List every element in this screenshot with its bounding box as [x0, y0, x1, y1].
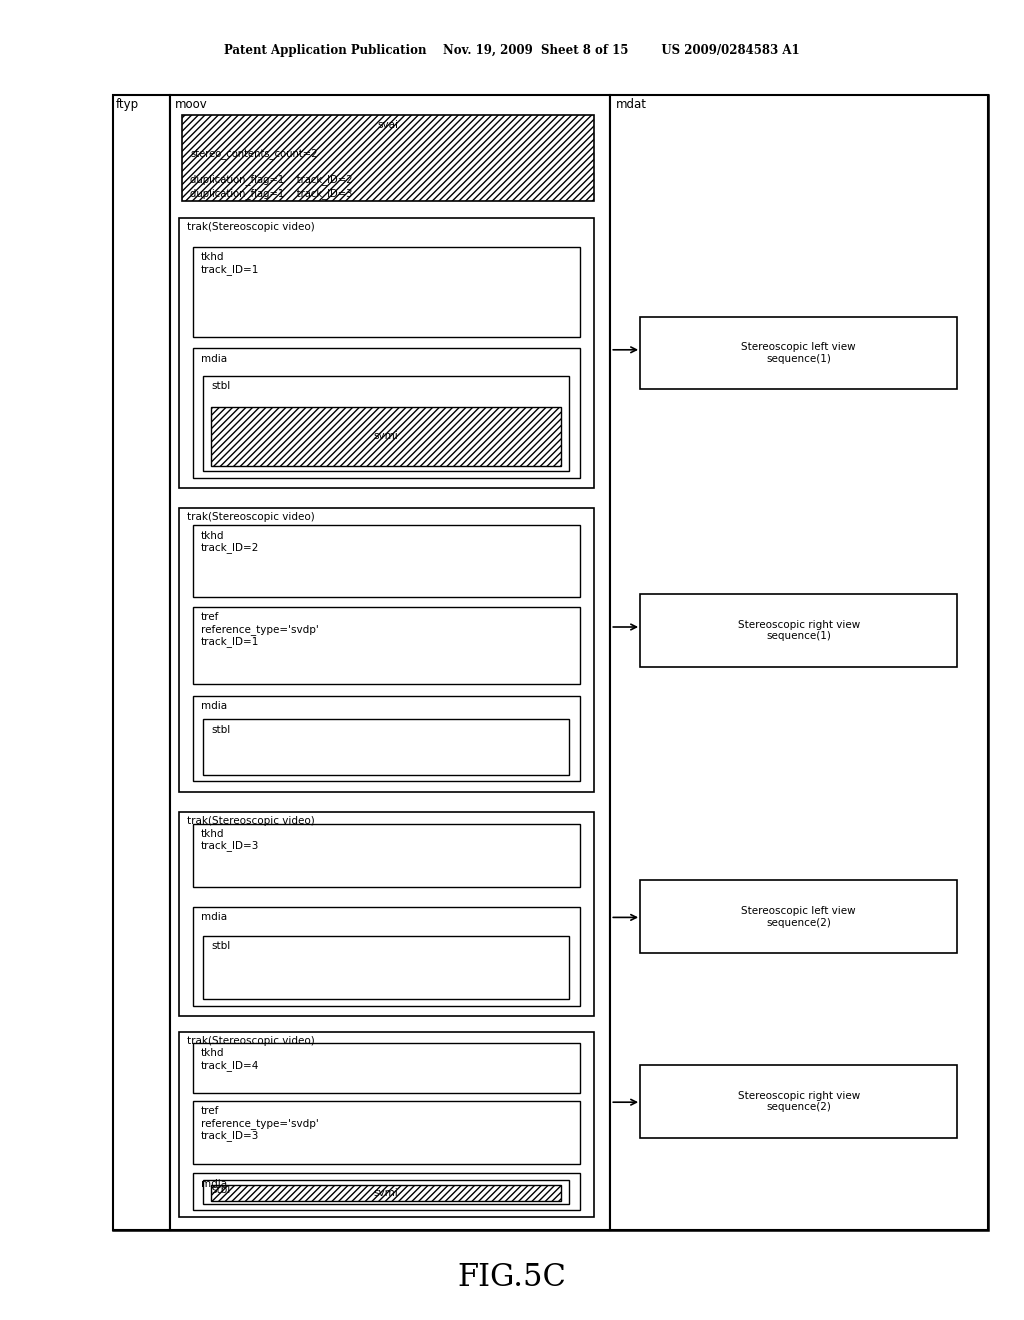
Text: stereo_contents_count=2: stereo_contents_count=2 [190, 148, 318, 158]
Text: stbl: stbl [211, 381, 230, 392]
Bar [170, 95, 610, 1230]
Text: Stereoscopic left view
sequence(2): Stereoscopic left view sequence(2) [741, 906, 856, 928]
Bar [193, 525, 580, 597]
Bar [193, 607, 580, 684]
Text: mdat: mdat [615, 98, 646, 111]
Text: duplication_flag=1    track_ID=3: duplication_flag=1 track_ID=3 [190, 187, 353, 199]
Text: trak(Stereoscopic video): trak(Stereoscopic video) [187, 222, 315, 232]
Text: mdia: mdia [201, 1179, 227, 1189]
Bar [640, 880, 957, 953]
Text: mdia: mdia [201, 912, 227, 923]
Bar [193, 1101, 580, 1164]
Bar [193, 907, 580, 1006]
Bar [203, 719, 569, 775]
Text: Stereoscopic right view
sequence(1): Stereoscopic right view sequence(1) [737, 619, 860, 642]
Bar [640, 594, 957, 667]
Text: tkhd
track_ID=2: tkhd track_ID=2 [201, 531, 259, 553]
Bar [179, 218, 594, 488]
Text: trak(Stereoscopic video): trak(Stereoscopic video) [187, 1036, 315, 1047]
Bar [193, 696, 580, 781]
Text: Patent Application Publication    Nov. 19, 2009  Sheet 8 of 15        US 2009/02: Patent Application Publication Nov. 19, … [224, 44, 800, 57]
Text: svmi: svmi [374, 432, 398, 441]
Bar [211, 407, 561, 466]
Bar [203, 936, 569, 999]
Text: moov: moov [175, 98, 208, 111]
Bar [179, 508, 594, 792]
Bar [211, 1185, 561, 1201]
Text: svmi: svmi [374, 1188, 398, 1199]
Bar [193, 247, 580, 337]
Text: tref
reference_type='svdp'
track_ID=1: tref reference_type='svdp' track_ID=1 [201, 612, 318, 648]
Bar [640, 317, 957, 389]
Text: Stereoscopic right view
sequence(2): Stereoscopic right view sequence(2) [737, 1090, 860, 1113]
Text: trak(Stereoscopic video): trak(Stereoscopic video) [187, 816, 315, 826]
Bar [610, 95, 988, 1230]
Bar [193, 348, 580, 478]
Text: tkhd
track_ID=1: tkhd track_ID=1 [201, 252, 259, 275]
Text: tkhd
track_ID=3: tkhd track_ID=3 [201, 829, 259, 851]
Bar [113, 95, 170, 1230]
Text: ftyp: ftyp [116, 98, 139, 111]
Text: FIG.5C: FIG.5C [458, 1262, 566, 1294]
Text: stbl: stbl [211, 1185, 230, 1196]
Text: stbl: stbl [211, 941, 230, 952]
Bar [193, 824, 580, 887]
Text: svai: svai [378, 120, 398, 131]
Bar [203, 376, 569, 471]
Text: trak(Stereoscopic video): trak(Stereoscopic video) [187, 512, 315, 523]
Text: duplication_flag=1    track_ID=2: duplication_flag=1 track_ID=2 [190, 174, 353, 185]
Text: mdia: mdia [201, 701, 227, 711]
Bar [113, 95, 988, 1230]
Bar [182, 115, 594, 201]
Text: stbl: stbl [211, 725, 230, 735]
Text: tref
reference_type='svdp'
track_ID=3: tref reference_type='svdp' track_ID=3 [201, 1106, 318, 1142]
Bar [203, 1180, 569, 1204]
Bar [193, 1043, 580, 1093]
Bar [640, 1065, 957, 1138]
Text: Stereoscopic left view
sequence(1): Stereoscopic left view sequence(1) [741, 342, 856, 364]
Bar [179, 1032, 594, 1217]
Text: mdia: mdia [201, 354, 227, 364]
Bar [193, 1173, 580, 1210]
Bar [179, 812, 594, 1016]
Text: tkhd
track_ID=4: tkhd track_ID=4 [201, 1048, 259, 1071]
